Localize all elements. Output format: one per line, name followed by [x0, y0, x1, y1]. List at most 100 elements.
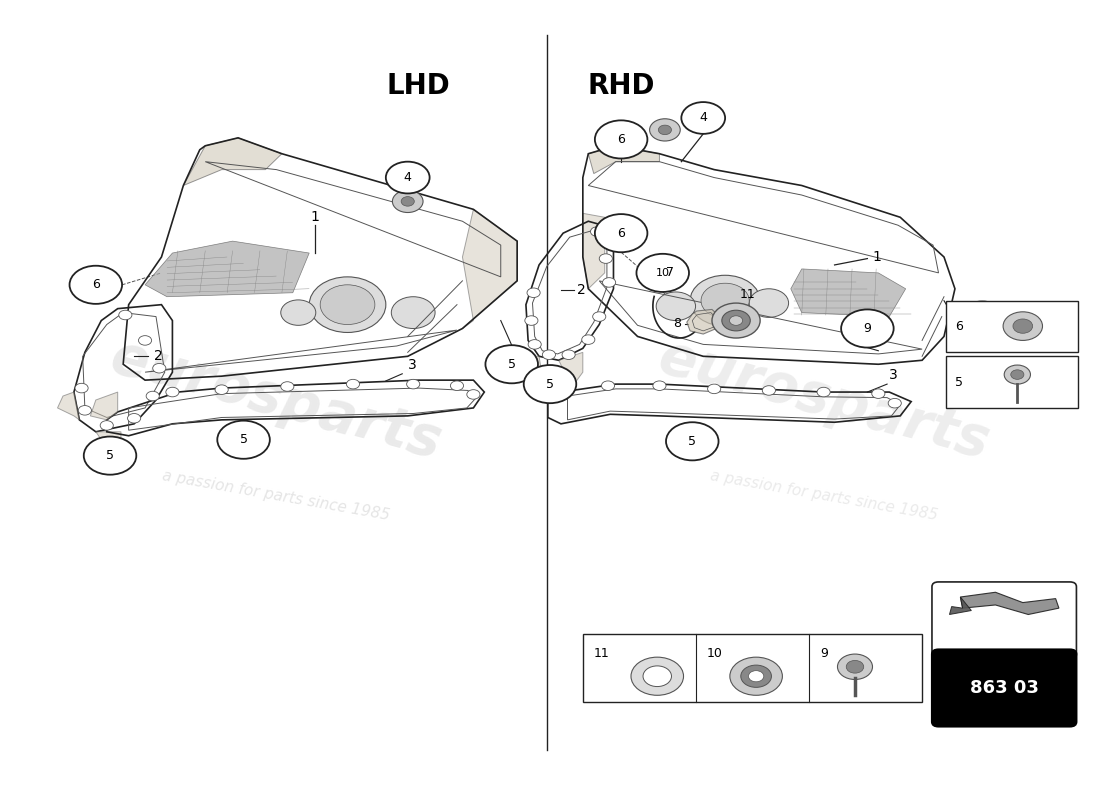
Circle shape — [386, 162, 430, 194]
Circle shape — [280, 382, 294, 391]
Circle shape — [562, 350, 575, 359]
Circle shape — [1003, 312, 1043, 341]
Circle shape — [466, 390, 480, 399]
Polygon shape — [559, 352, 583, 384]
Text: a passion for parts since 1985: a passion for parts since 1985 — [162, 468, 392, 522]
Circle shape — [582, 335, 595, 344]
Text: 1: 1 — [873, 250, 882, 264]
Text: a passion for parts since 1985: a passion for parts since 1985 — [708, 468, 938, 522]
Circle shape — [485, 345, 538, 383]
Circle shape — [681, 102, 725, 134]
Circle shape — [320, 285, 375, 325]
Text: 5: 5 — [508, 358, 516, 370]
Circle shape — [591, 227, 604, 236]
Text: LHD: LHD — [387, 72, 451, 100]
Circle shape — [842, 310, 893, 347]
Text: 2: 2 — [154, 350, 163, 363]
Circle shape — [658, 125, 671, 134]
Circle shape — [707, 384, 721, 394]
Polygon shape — [539, 384, 561, 403]
Polygon shape — [686, 310, 719, 334]
Circle shape — [722, 310, 750, 331]
FancyBboxPatch shape — [932, 582, 1077, 659]
Polygon shape — [90, 392, 118, 420]
Circle shape — [78, 406, 91, 415]
Circle shape — [119, 310, 132, 320]
Text: 2: 2 — [578, 283, 586, 298]
Circle shape — [603, 278, 616, 287]
Circle shape — [218, 421, 270, 458]
Circle shape — [450, 381, 463, 390]
Polygon shape — [949, 597, 971, 614]
Circle shape — [407, 379, 420, 389]
Polygon shape — [57, 392, 79, 420]
Circle shape — [528, 340, 541, 349]
Circle shape — [956, 302, 1009, 340]
FancyBboxPatch shape — [932, 650, 1077, 726]
Circle shape — [128, 414, 141, 423]
Circle shape — [701, 283, 749, 318]
Text: 4: 4 — [404, 171, 411, 184]
Circle shape — [146, 391, 160, 401]
Circle shape — [690, 275, 760, 326]
Text: 1: 1 — [310, 210, 319, 224]
FancyBboxPatch shape — [946, 301, 1078, 352]
Polygon shape — [184, 138, 282, 186]
Circle shape — [309, 277, 386, 333]
Text: 7: 7 — [666, 266, 673, 279]
Polygon shape — [520, 356, 541, 378]
Polygon shape — [583, 214, 605, 289]
Circle shape — [1013, 319, 1033, 334]
Text: eurosparts: eurosparts — [106, 330, 448, 470]
Circle shape — [637, 254, 689, 292]
Circle shape — [657, 292, 695, 321]
Circle shape — [525, 316, 538, 326]
Circle shape — [748, 670, 763, 682]
Text: eurosparts: eurosparts — [652, 330, 994, 470]
Text: 3: 3 — [889, 368, 898, 382]
Text: 11: 11 — [594, 646, 609, 660]
Circle shape — [730, 657, 782, 695]
Text: 8: 8 — [673, 318, 681, 330]
Text: 5: 5 — [106, 449, 114, 462]
Polygon shape — [791, 269, 905, 317]
Circle shape — [84, 437, 136, 474]
Circle shape — [644, 666, 671, 686]
Circle shape — [393, 190, 424, 213]
Polygon shape — [588, 146, 659, 174]
Polygon shape — [145, 241, 309, 297]
FancyBboxPatch shape — [583, 634, 922, 702]
Circle shape — [75, 383, 88, 393]
Text: 863 03: 863 03 — [970, 679, 1038, 697]
Circle shape — [1011, 370, 1024, 379]
Text: 9: 9 — [820, 646, 828, 660]
Text: 5: 5 — [546, 378, 554, 390]
Circle shape — [740, 665, 771, 687]
Circle shape — [100, 421, 113, 430]
Text: 5: 5 — [978, 314, 987, 327]
Circle shape — [542, 350, 556, 359]
Text: 6: 6 — [92, 278, 100, 291]
Circle shape — [402, 197, 415, 206]
Circle shape — [762, 386, 776, 395]
Text: 10: 10 — [656, 268, 670, 278]
Circle shape — [817, 387, 830, 397]
Circle shape — [888, 398, 901, 408]
Circle shape — [392, 297, 436, 329]
Text: 4: 4 — [700, 111, 707, 125]
Circle shape — [595, 120, 648, 158]
Circle shape — [280, 300, 316, 326]
Text: 6: 6 — [617, 226, 625, 240]
Text: 10: 10 — [707, 646, 723, 660]
Circle shape — [346, 379, 360, 389]
FancyBboxPatch shape — [946, 356, 1078, 408]
Polygon shape — [960, 592, 1059, 614]
Circle shape — [749, 289, 789, 318]
Circle shape — [69, 266, 122, 304]
Circle shape — [837, 654, 872, 679]
Circle shape — [166, 387, 179, 397]
Circle shape — [524, 365, 576, 403]
Text: 9: 9 — [864, 322, 871, 335]
Text: 11: 11 — [739, 288, 755, 301]
Circle shape — [1004, 365, 1031, 384]
